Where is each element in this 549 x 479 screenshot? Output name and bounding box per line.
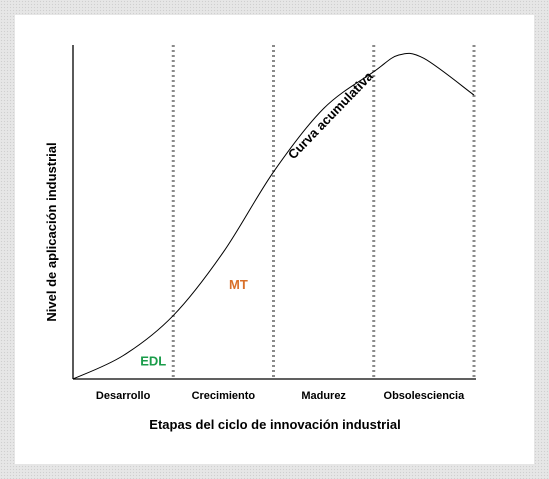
curve-annotation-label: Curva acumulativa (285, 68, 377, 162)
chart-panel (15, 15, 534, 464)
stage-label-3: Madurez (301, 390, 346, 402)
x-axis-title: Etapas del ciclo de innovación industria… (149, 417, 400, 432)
stage-label-2: Crecimiento (192, 390, 256, 402)
stage-label-1: Desarrollo (96, 390, 151, 402)
annotation-mt-label: MT (229, 277, 248, 292)
stage-label-4: Obsolesciencia (384, 390, 466, 402)
stage-labels: Desarrollo Crecimiento Madurez Obsolescienc… (96, 390, 465, 402)
stage-separators (171, 45, 476, 379)
y-axis-title: Nivel de aplicación industrial (44, 142, 59, 321)
annotation-edl-label: EDL (140, 354, 166, 369)
curva-acumulativa-line (72, 52, 475, 380)
annotations: EDL MT Curva acumulativa (140, 68, 376, 369)
